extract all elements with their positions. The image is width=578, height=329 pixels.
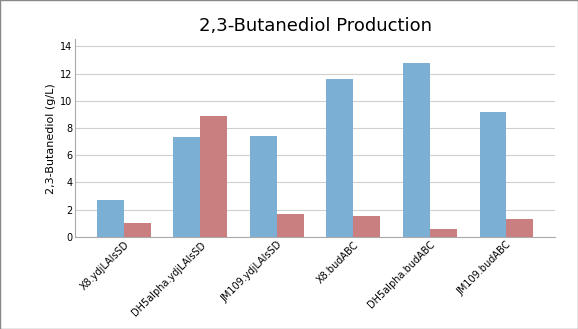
Bar [250,136,277,237]
Bar [506,219,533,237]
Title: 2,3-Butanediol Production: 2,3-Butanediol Production [198,17,432,35]
Y-axis label: 2,3-Butanediol (g/L): 2,3-Butanediol (g/L) [46,83,56,193]
Bar [480,112,506,237]
Bar [124,223,150,237]
Bar [327,79,353,237]
Bar [353,216,380,237]
Bar [277,214,303,237]
Bar [200,116,227,237]
Bar [430,229,457,237]
Bar [97,200,124,237]
Bar [173,137,200,237]
Bar [403,63,430,237]
